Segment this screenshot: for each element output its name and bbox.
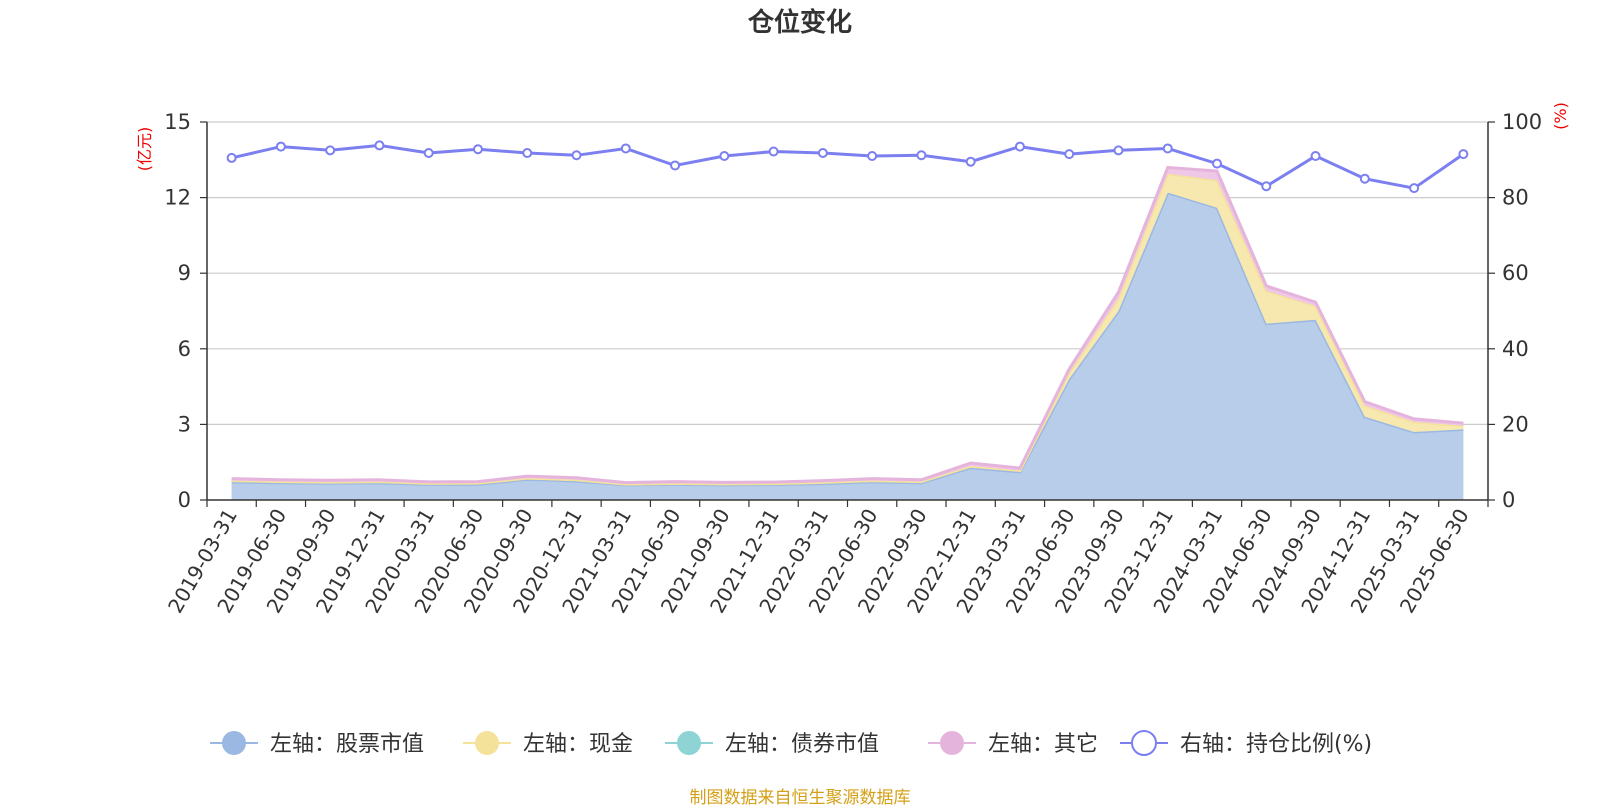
legend-marker <box>940 731 964 755</box>
holding-ratio-point <box>1359 173 1370 184</box>
legend-label: 左轴：其它 <box>988 732 1098 757</box>
legend-marker <box>677 731 701 755</box>
holding-ratio-point <box>768 146 779 157</box>
area-line-左轴：其它 <box>231 165 1464 485</box>
holding-ratio-point <box>670 160 681 171</box>
left-tick-label: 0 <box>178 488 191 512</box>
holding-ratio-point <box>916 150 927 161</box>
left-axis-unit-label: (亿元) <box>135 127 154 172</box>
holding-ratio-point <box>571 150 582 161</box>
chart-title: 仓位变化 <box>747 8 852 38</box>
legend-marker <box>475 731 499 755</box>
holding-ratio-point <box>1261 181 1272 192</box>
legend-marker <box>1131 730 1157 756</box>
left-tick-label: 15 <box>164 110 191 134</box>
holding-ratio-point <box>325 145 336 156</box>
right-tick-label: 80 <box>1502 186 1529 210</box>
right-tick-label: 60 <box>1502 261 1529 285</box>
legend-label: 左轴：债券市值 <box>725 732 879 757</box>
holding-ratio-point <box>867 151 878 162</box>
holding-ratio-point <box>817 147 828 158</box>
holding-ratio-point <box>1409 183 1420 194</box>
holding-ratio-point <box>620 143 631 154</box>
holding-ratio-point <box>1162 143 1173 154</box>
left-tick-label: 9 <box>178 261 191 285</box>
left-tick-label: 6 <box>178 337 191 361</box>
legend-marker <box>222 731 246 755</box>
holding-ratio-line <box>231 143 1465 190</box>
legend-label: 左轴：股票市值 <box>270 732 424 757</box>
holding-ratio-point <box>1064 149 1075 160</box>
holding-ratio-point <box>1014 141 1025 152</box>
holding-ratio-point <box>1310 151 1321 162</box>
holding-ratio-point <box>965 156 976 167</box>
right-tick-label: 40 <box>1502 337 1529 361</box>
holding-ratio-point <box>1458 149 1469 160</box>
right-axis-unit-label: (%) <box>1551 102 1570 130</box>
legend-label: 左轴：现金 <box>523 732 633 757</box>
holding-ratio-point <box>275 141 286 152</box>
holding-ratio-point <box>1212 158 1223 169</box>
data-source-note: 制图数据来自恒生聚源数据库 <box>689 788 911 808</box>
legend-label: 右轴：持仓比例(%) <box>1180 732 1372 757</box>
holding-ratio-point <box>374 140 385 151</box>
right-tick-label: 100 <box>1502 110 1542 134</box>
holding-ratio-point <box>226 152 237 163</box>
holding-ratio-point <box>423 147 434 158</box>
holding-ratio-point <box>1113 145 1124 156</box>
holding-ratio-point <box>472 144 483 155</box>
area-左轴：股票市值 <box>231 192 1464 500</box>
right-tick-label: 20 <box>1502 412 1529 436</box>
left-tick-label: 12 <box>164 186 191 210</box>
holding-ratio-point <box>719 151 730 162</box>
left-tick-label: 3 <box>178 412 191 436</box>
right-tick-label: 0 <box>1502 488 1515 512</box>
holding-ratio-point <box>522 147 533 158</box>
